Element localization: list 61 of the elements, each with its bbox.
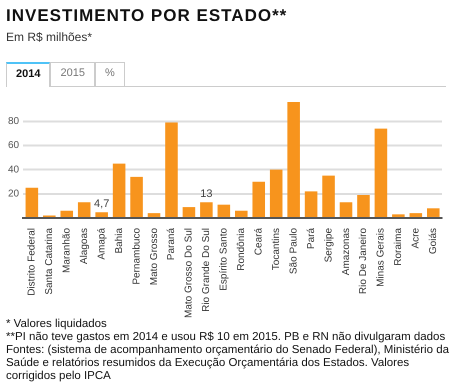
bar	[410, 213, 422, 217]
text: * Valores liquidados	[6, 318, 108, 331]
bar	[218, 204, 230, 217]
x-tick-label: Rio Grande Do Sul	[201, 228, 212, 312]
bar	[112, 164, 126, 217]
x-tick-label: Sergipe	[323, 228, 334, 262]
x-tick-label: Rondônia	[236, 228, 248, 271]
bar	[287, 102, 300, 217]
bar	[357, 195, 370, 217]
x-tick-label: Tocantins	[270, 228, 282, 270]
x-tick-label: Pernambuco	[131, 228, 142, 285]
x-tick-label: Goiás	[428, 228, 440, 254]
y-tick-label: 60	[8, 140, 20, 152]
x-tick-label: Alagoas	[78, 228, 90, 264]
bar	[26, 188, 38, 217]
x-tick-label: Espírito Santo	[218, 228, 230, 291]
bar	[374, 128, 388, 217]
y-tick-label: 80	[8, 116, 20, 128]
text: %	[94, 62, 125, 86]
data-label: 13	[200, 188, 213, 200]
x-tick-label: Ceará	[253, 228, 264, 256]
y-tick-label: 40	[8, 164, 20, 176]
bar	[130, 176, 143, 217]
text: Fontes: (sistema de acompanhamento orçamentário do Senado Federal), Ministério da Saúde e relatórios resumidos da Execução Orçamentária dos Estados. Valores corrigidos pelo IPCA	[6, 344, 450, 383]
bar	[165, 122, 178, 217]
chart-title: INVESTIMENTO POR ESTADO**	[6, 6, 288, 26]
x-tick-label: Amapá	[96, 228, 108, 260]
x-tick-label: Pará	[306, 228, 317, 250]
x-tick-label: Mato Grosso Do Sul	[184, 228, 195, 318]
x-tick-label: Acre	[410, 228, 422, 249]
bar	[304, 191, 318, 217]
x-tick-label: Mato Grosso	[148, 228, 160, 286]
bar	[182, 207, 196, 217]
data-label: 4,7	[94, 198, 110, 210]
x-tick-label: Rio De Janeiro	[358, 228, 370, 294]
bar	[340, 202, 352, 217]
x-tick-label: Roraima	[393, 228, 404, 266]
x-tick-label: Distrito Federal	[26, 228, 38, 296]
chart-subtitle: Em R$ milhões*	[6, 30, 92, 44]
bar	[252, 182, 266, 217]
bar	[95, 212, 108, 217]
bar	[60, 210, 74, 217]
text: **PI não teve gastos em 2014 e usou R$ 10 em 2015. PB e RN não divulgaram dados	[6, 331, 446, 344]
x-tick-label: Maranhão	[62, 228, 73, 273]
bar	[78, 202, 90, 217]
x-tick-label: Paraná	[166, 228, 178, 260]
text: 2015	[50, 62, 95, 86]
bar	[392, 214, 405, 217]
bar	[426, 208, 440, 217]
bar	[270, 170, 282, 217]
bar	[200, 202, 213, 217]
y-tick-label: 20	[8, 188, 20, 200]
x-tick-label: Minas Gerais	[376, 228, 387, 287]
x-tick-label: Bahia	[114, 228, 125, 254]
bar	[235, 210, 248, 217]
x-tick-label: Amazonas	[340, 228, 352, 276]
text: 2014	[6, 62, 50, 87]
bar	[322, 176, 335, 217]
x-tick-label: São Paulo	[288, 228, 300, 274]
bar	[148, 213, 160, 217]
x-tick-label: Santa Catarina	[44, 228, 56, 295]
